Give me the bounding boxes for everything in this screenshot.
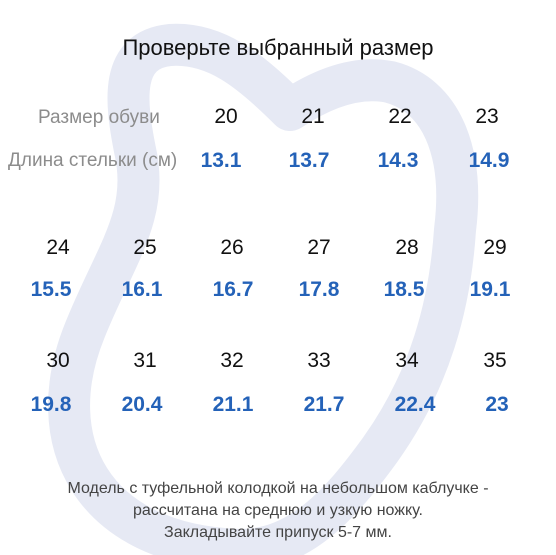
- insole-length-value: 13.1: [200, 149, 242, 172]
- shoe-size-label: Размер обуви: [38, 107, 160, 128]
- size-cell[interactable]: 32: [220, 349, 244, 372]
- insole-length-value: 23: [485, 393, 509, 416]
- size-cell[interactable]: 29: [483, 236, 507, 259]
- size-cell[interactable]: 20: [214, 105, 238, 128]
- size-cell[interactable]: 28: [395, 236, 419, 259]
- size-cell[interactable]: 24: [46, 236, 70, 259]
- size-cell[interactable]: 26: [220, 236, 244, 259]
- insole-length-value: 18.5: [383, 278, 425, 301]
- insole-length-value: 14.3: [377, 149, 419, 172]
- insole-length-value: 21.1: [212, 393, 254, 416]
- size-cell[interactable]: 23: [475, 105, 499, 128]
- size-cell[interactable]: 27: [307, 236, 331, 259]
- fit-note-line: рассчитана на среднюю и узкую ножку.: [133, 502, 423, 519]
- fit-note: Модель с туфельной колодкой на небольшом…: [0, 478, 556, 544]
- page-title: Проверьте выбранный размер: [122, 35, 434, 60]
- insole-length-value: 13.7: [288, 149, 330, 172]
- size-cell[interactable]: 21: [301, 105, 325, 128]
- size-cell[interactable]: 33: [307, 349, 331, 372]
- insole-length-value: 15.5: [30, 278, 72, 301]
- size-cell[interactable]: 34: [395, 349, 419, 372]
- insole-length-value: 16.7: [212, 278, 254, 301]
- insole-length-value: 19.8: [30, 393, 72, 416]
- size-cell[interactable]: 31: [133, 349, 157, 372]
- insole-length-value: 19.1: [469, 278, 511, 301]
- fit-note-line: Модель с туфельной колодкой на небольшом…: [67, 480, 489, 497]
- size-cell[interactable]: 22: [388, 105, 412, 128]
- insole-length-value: 21.7: [303, 393, 345, 416]
- fit-note-line: Закладывайте припуск 5-7 мм.: [164, 524, 392, 541]
- size-cell[interactable]: 35: [483, 349, 507, 372]
- insole-length-value: 16.1: [121, 278, 163, 301]
- insole-length-value: 14.9: [468, 149, 510, 172]
- size-cell[interactable]: 25: [133, 236, 157, 259]
- insole-length-label: Длина стельки (см): [8, 150, 178, 171]
- insole-length-value: 22.4: [394, 393, 436, 416]
- size-cell[interactable]: 30: [46, 349, 70, 372]
- insole-length-value: 20.4: [121, 393, 163, 416]
- insole-length-value: 17.8: [298, 278, 340, 301]
